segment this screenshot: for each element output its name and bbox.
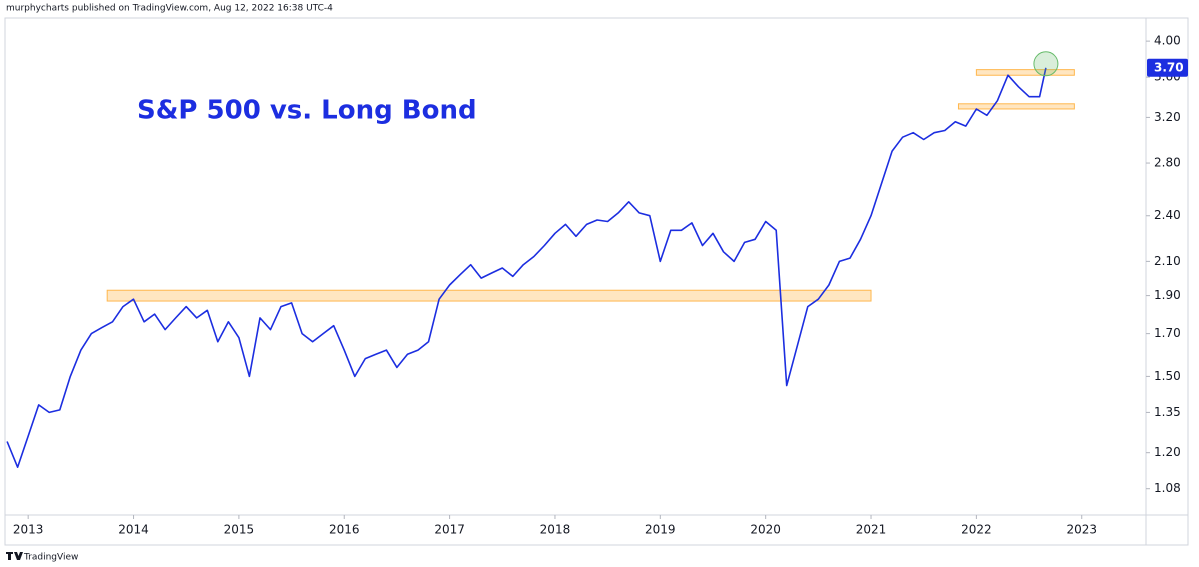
x-tick-label: 2013	[13, 523, 44, 537]
x-tick-label: 2015	[224, 523, 255, 537]
zone	[957, 103, 1075, 110]
header: murphycharts published on TradingView.co…	[6, 4, 333, 14]
frame	[4, 17, 1189, 546]
x-tick-label: 2021	[856, 523, 887, 537]
y-tick-label: 1.90	[1154, 288, 1181, 302]
price-label: 3.70	[1154, 60, 1184, 74]
y-tick-label: 1.50	[1154, 369, 1181, 383]
y-tick-label: 2.10	[1154, 254, 1181, 268]
y-tick-label: 1.70	[1154, 326, 1181, 340]
y-tick-label: 2.80	[1154, 156, 1181, 170]
footer-logo	[6, 552, 23, 560]
y-tick-label: 1.20	[1154, 445, 1181, 459]
zone	[106, 289, 872, 302]
x-tick-label: 2022	[961, 523, 992, 537]
x-tick-label: 2014	[118, 523, 149, 537]
x-tick-label: 2019	[645, 523, 676, 537]
y-tick-label: 3.20	[1154, 110, 1181, 124]
x-tick-label: 2017	[434, 523, 465, 537]
footer: TradingView	[23, 553, 78, 563]
x-tick-label: 2023	[1066, 523, 1097, 537]
y-tick-label: 2.40	[1154, 208, 1181, 222]
zone	[975, 69, 1075, 76]
x-tick-label: 2016	[329, 523, 360, 537]
y-tick-label: 1.35	[1154, 405, 1181, 419]
series-line	[6, 67, 1047, 468]
price-label-box	[1147, 58, 1188, 77]
highlight-circle	[1033, 51, 1059, 77]
y-tick-label: 1.08	[1154, 481, 1181, 495]
x-tick-label: 2020	[750, 523, 781, 537]
y-tick-label: 4.00	[1154, 34, 1181, 48]
x-tick-label: 2018	[540, 523, 571, 537]
chart-title: S&P 500 vs. Long Bond	[137, 96, 477, 126]
